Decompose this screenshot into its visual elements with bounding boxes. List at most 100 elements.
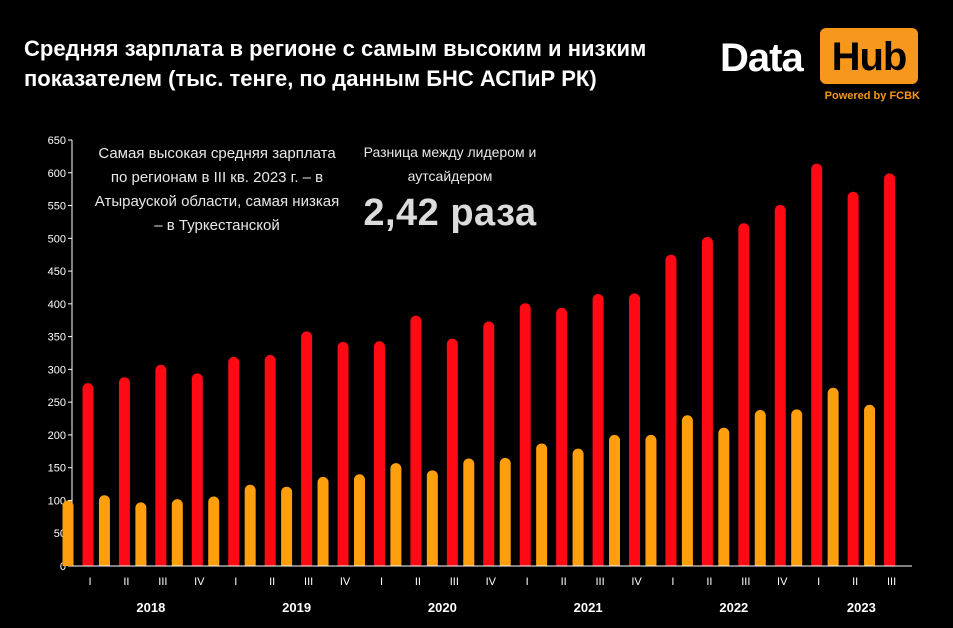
bar-high-base [811,560,823,566]
bar-low-base [499,560,511,566]
x-tick-label: III [887,576,896,588]
y-tick-label: 500 [48,233,66,245]
logo-word-data: Data [720,36,804,80]
ratio-value: 2,42 раза [363,192,537,234]
year-label: 2023 [847,600,876,615]
bar-low [426,470,438,566]
bar-high-base [118,560,130,566]
bar-low-base [864,560,876,566]
bar-low [536,443,548,566]
bar-low [681,415,693,566]
bar-high [774,204,786,567]
bar-low-base [62,560,74,566]
bar-low [353,474,365,566]
x-tick-label: I [380,576,383,588]
bar-low [754,410,766,566]
bar-high-base [665,560,677,566]
bar-low-base [645,560,657,566]
datahub-logo: Data Hub Powered by FCBK [720,26,920,106]
bar-low-base [317,560,329,566]
bar-low-base [827,560,839,566]
x-tick-label: I [526,576,529,588]
bar-high [191,373,203,566]
bars-group [62,163,896,567]
bar-low [62,500,74,566]
bar-high-base [155,560,167,566]
bar-high [738,223,750,567]
bar-high [228,356,240,566]
bar-low [135,502,147,566]
x-tick-label: III [158,576,167,588]
bar-high [884,173,896,566]
bar-low-base [572,560,584,566]
bar-high [155,364,167,566]
bar-high-base [410,560,422,566]
bar-high-base [884,560,896,566]
bar-high [264,354,276,566]
year-label: 2020 [428,600,457,615]
bar-low [718,427,730,566]
bar-high [373,341,385,566]
bar-low-base [791,560,803,566]
y-tick-label: 150 [48,463,66,475]
x-tick-label: II [561,576,567,588]
bar-high-base [629,560,641,566]
x-tick-label: III [741,576,750,588]
x-tick-label: IV [486,576,497,588]
bar-high [556,307,568,566]
bar-low-base [609,560,621,566]
bar-high [847,191,859,566]
bar-high-base [446,560,458,566]
x-tick-label: III [304,576,313,588]
y-tick-label: 100 [48,495,66,507]
y-tick-label: 300 [48,364,66,376]
bar-low-base [463,560,475,566]
bar-low [390,463,402,566]
x-tick-label: IV [194,576,205,588]
x-tick-label: II [415,576,421,588]
bar-high-base [519,560,531,566]
bar-high [446,338,458,566]
bar-low-base [754,560,766,566]
y-tick-label: 400 [48,299,66,311]
bar-high-base [738,560,750,566]
x-tick-label: I [671,576,674,588]
x-tick-label: III [596,576,605,588]
bar-low [171,499,183,566]
year-label: 2021 [574,600,603,615]
x-tick-label: I [88,576,91,588]
y-tick-label: 450 [48,266,66,278]
bar-high-base [847,560,859,566]
annotation-left: Самая высокая средняя зарплата по регион… [94,145,340,234]
bar-high [82,383,94,566]
year-label: 2018 [136,600,165,615]
bar-high-base [301,560,313,566]
bar-low [208,496,220,566]
bar-high [410,315,422,566]
bar-low [499,457,511,566]
bar-low-base [681,560,693,566]
x-tick-label: II [123,576,129,588]
bar-high [118,377,130,566]
bar-high [301,331,313,566]
x-tick-label: II [852,576,858,588]
x-tick-label: IV [340,576,351,588]
year-label: 2019 [282,600,311,615]
bar-low [645,434,657,566]
bar-low [463,458,475,566]
x-tick-label: III [450,576,459,588]
bar-high-base [264,560,276,566]
bar-high-base [701,560,713,566]
y-tick-label: 200 [48,430,66,442]
y-tick-label: 550 [48,201,66,213]
y-tick-label: 0 [60,561,66,573]
bar-high [665,254,677,566]
year-label: 2022 [719,600,748,615]
y-tick-label: 650 [48,135,66,147]
bar-high-base [373,560,385,566]
bar-low [791,409,803,566]
bar-low-base [208,560,220,566]
bar-high [629,293,641,566]
bar-low [281,486,293,566]
